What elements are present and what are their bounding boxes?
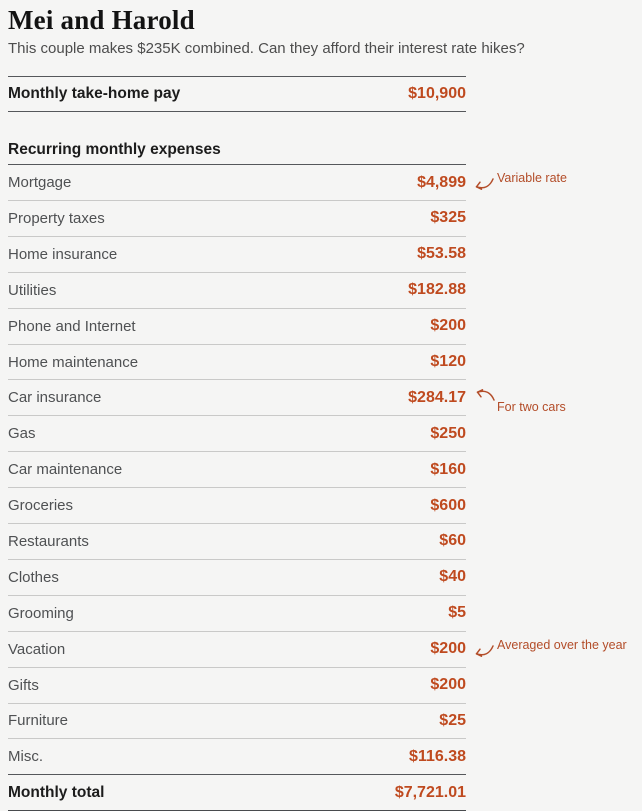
expense-value: $4,899 [417, 173, 466, 191]
expense-value: $5 [448, 604, 466, 622]
expense-label: Property taxes [8, 209, 105, 227]
curved-arrow-icon [475, 644, 494, 657]
expense-row: Furniture $25 [8, 704, 466, 740]
expense-row: Mortgage $4,899 Variable rate [8, 165, 567, 202]
curved-arrow-icon [475, 178, 494, 191]
page-title: Mei and Harold [8, 5, 195, 35]
income-row: Monthly take-home pay $10,900 [8, 77, 466, 112]
expense-label: Utilities [8, 281, 57, 299]
expense-row: Clothes $40 [8, 560, 466, 596]
expense-value: $60 [439, 532, 466, 550]
expense-label: Groceries [8, 497, 74, 515]
expense-row: Gas $250 [8, 416, 466, 453]
expense-label: Grooming [8, 604, 74, 622]
expense-value: $182.88 [408, 281, 466, 299]
expense-label: Phone and Internet [8, 317, 136, 335]
expense-row: Vacation $200 Averaged over the year [8, 632, 627, 668]
expense-value: $116.38 [409, 747, 466, 765]
expense-label: Home maintenance [8, 353, 139, 371]
expense-label: Furniture [8, 712, 69, 730]
annotation-text: For two cars [497, 400, 566, 415]
annotation-text: Averaged over the year [497, 637, 627, 652]
expense-row: Grooming $5 [8, 596, 466, 632]
expense-value: $25 [439, 711, 466, 729]
annotation-text: Variable rate [497, 171, 567, 186]
income-label: Monthly take-home pay [8, 84, 181, 102]
row-annotation: Averaged over the year [466, 632, 642, 667]
income-table: Monthly take-home pay $10,900 [8, 75, 466, 113]
expense-label: Car insurance [8, 389, 102, 407]
expense-label: Gifts [8, 676, 39, 694]
expense-row: Phone and Internet $200 [8, 309, 466, 345]
monthly-total-value: $7,721.01 [394, 783, 466, 801]
expense-row: Restaurants $60 [8, 524, 466, 560]
row-annotation: Variable rate [466, 165, 642, 200]
expense-row: Groceries $600 [8, 488, 466, 525]
expense-row: Home maintenance $120 [8, 345, 466, 381]
expense-value: $600 [430, 496, 466, 514]
expense-label: Vacation [8, 640, 66, 658]
expense-row: Misc. $116.38 [8, 739, 466, 774]
expense-row: Property taxes $325 [8, 201, 466, 237]
expense-value: $200 [430, 676, 466, 694]
expenses-table-body: Mortgage $4,899 Variable rate Property taxe… [8, 165, 634, 774]
page-subtitle: This couple makes $235K combined. Can th… [8, 40, 525, 58]
income-value: $10,900 [408, 84, 466, 102]
budget-breakdown-page: Mei and Harold This couple makes $235K c… [0, 4, 642, 811]
monthly-total-label: Monthly total [8, 783, 105, 801]
expense-value: $325 [430, 209, 466, 227]
expense-value: $40 [439, 568, 466, 586]
row-annotation: For two cars [466, 380, 642, 415]
expense-label: Misc. [8, 748, 43, 766]
curved-arrow-icon [476, 389, 495, 402]
expense-value: $284.17 [408, 388, 466, 406]
expense-value: $53.58 [417, 245, 466, 263]
expense-value: $120 [430, 353, 466, 371]
expense-label: Restaurants [8, 532, 89, 550]
expense-label: Car maintenance [8, 461, 123, 479]
expense-row: Car maintenance $160 [8, 452, 466, 489]
expenses-section-header: Recurring monthly expenses [8, 142, 466, 166]
monthly-total-row: Monthly total $7,721.01 [8, 774, 466, 811]
expense-row: Home insurance $53.58 [8, 237, 466, 273]
expense-label: Mortgage [8, 174, 72, 192]
expense-value: $200 [430, 317, 466, 335]
expense-row: Gifts $200 [8, 668, 466, 704]
expense-label: Clothes [8, 568, 59, 586]
expense-value: $250 [430, 424, 466, 442]
expense-label: Home insurance [8, 245, 118, 263]
expense-row: Utilities $182.88 [8, 273, 466, 309]
expense-value: $200 [430, 640, 466, 658]
expense-label: Gas [8, 425, 36, 443]
expense-value: $160 [430, 460, 466, 478]
expense-row: Car insurance $284.17 For two cars [8, 380, 566, 417]
